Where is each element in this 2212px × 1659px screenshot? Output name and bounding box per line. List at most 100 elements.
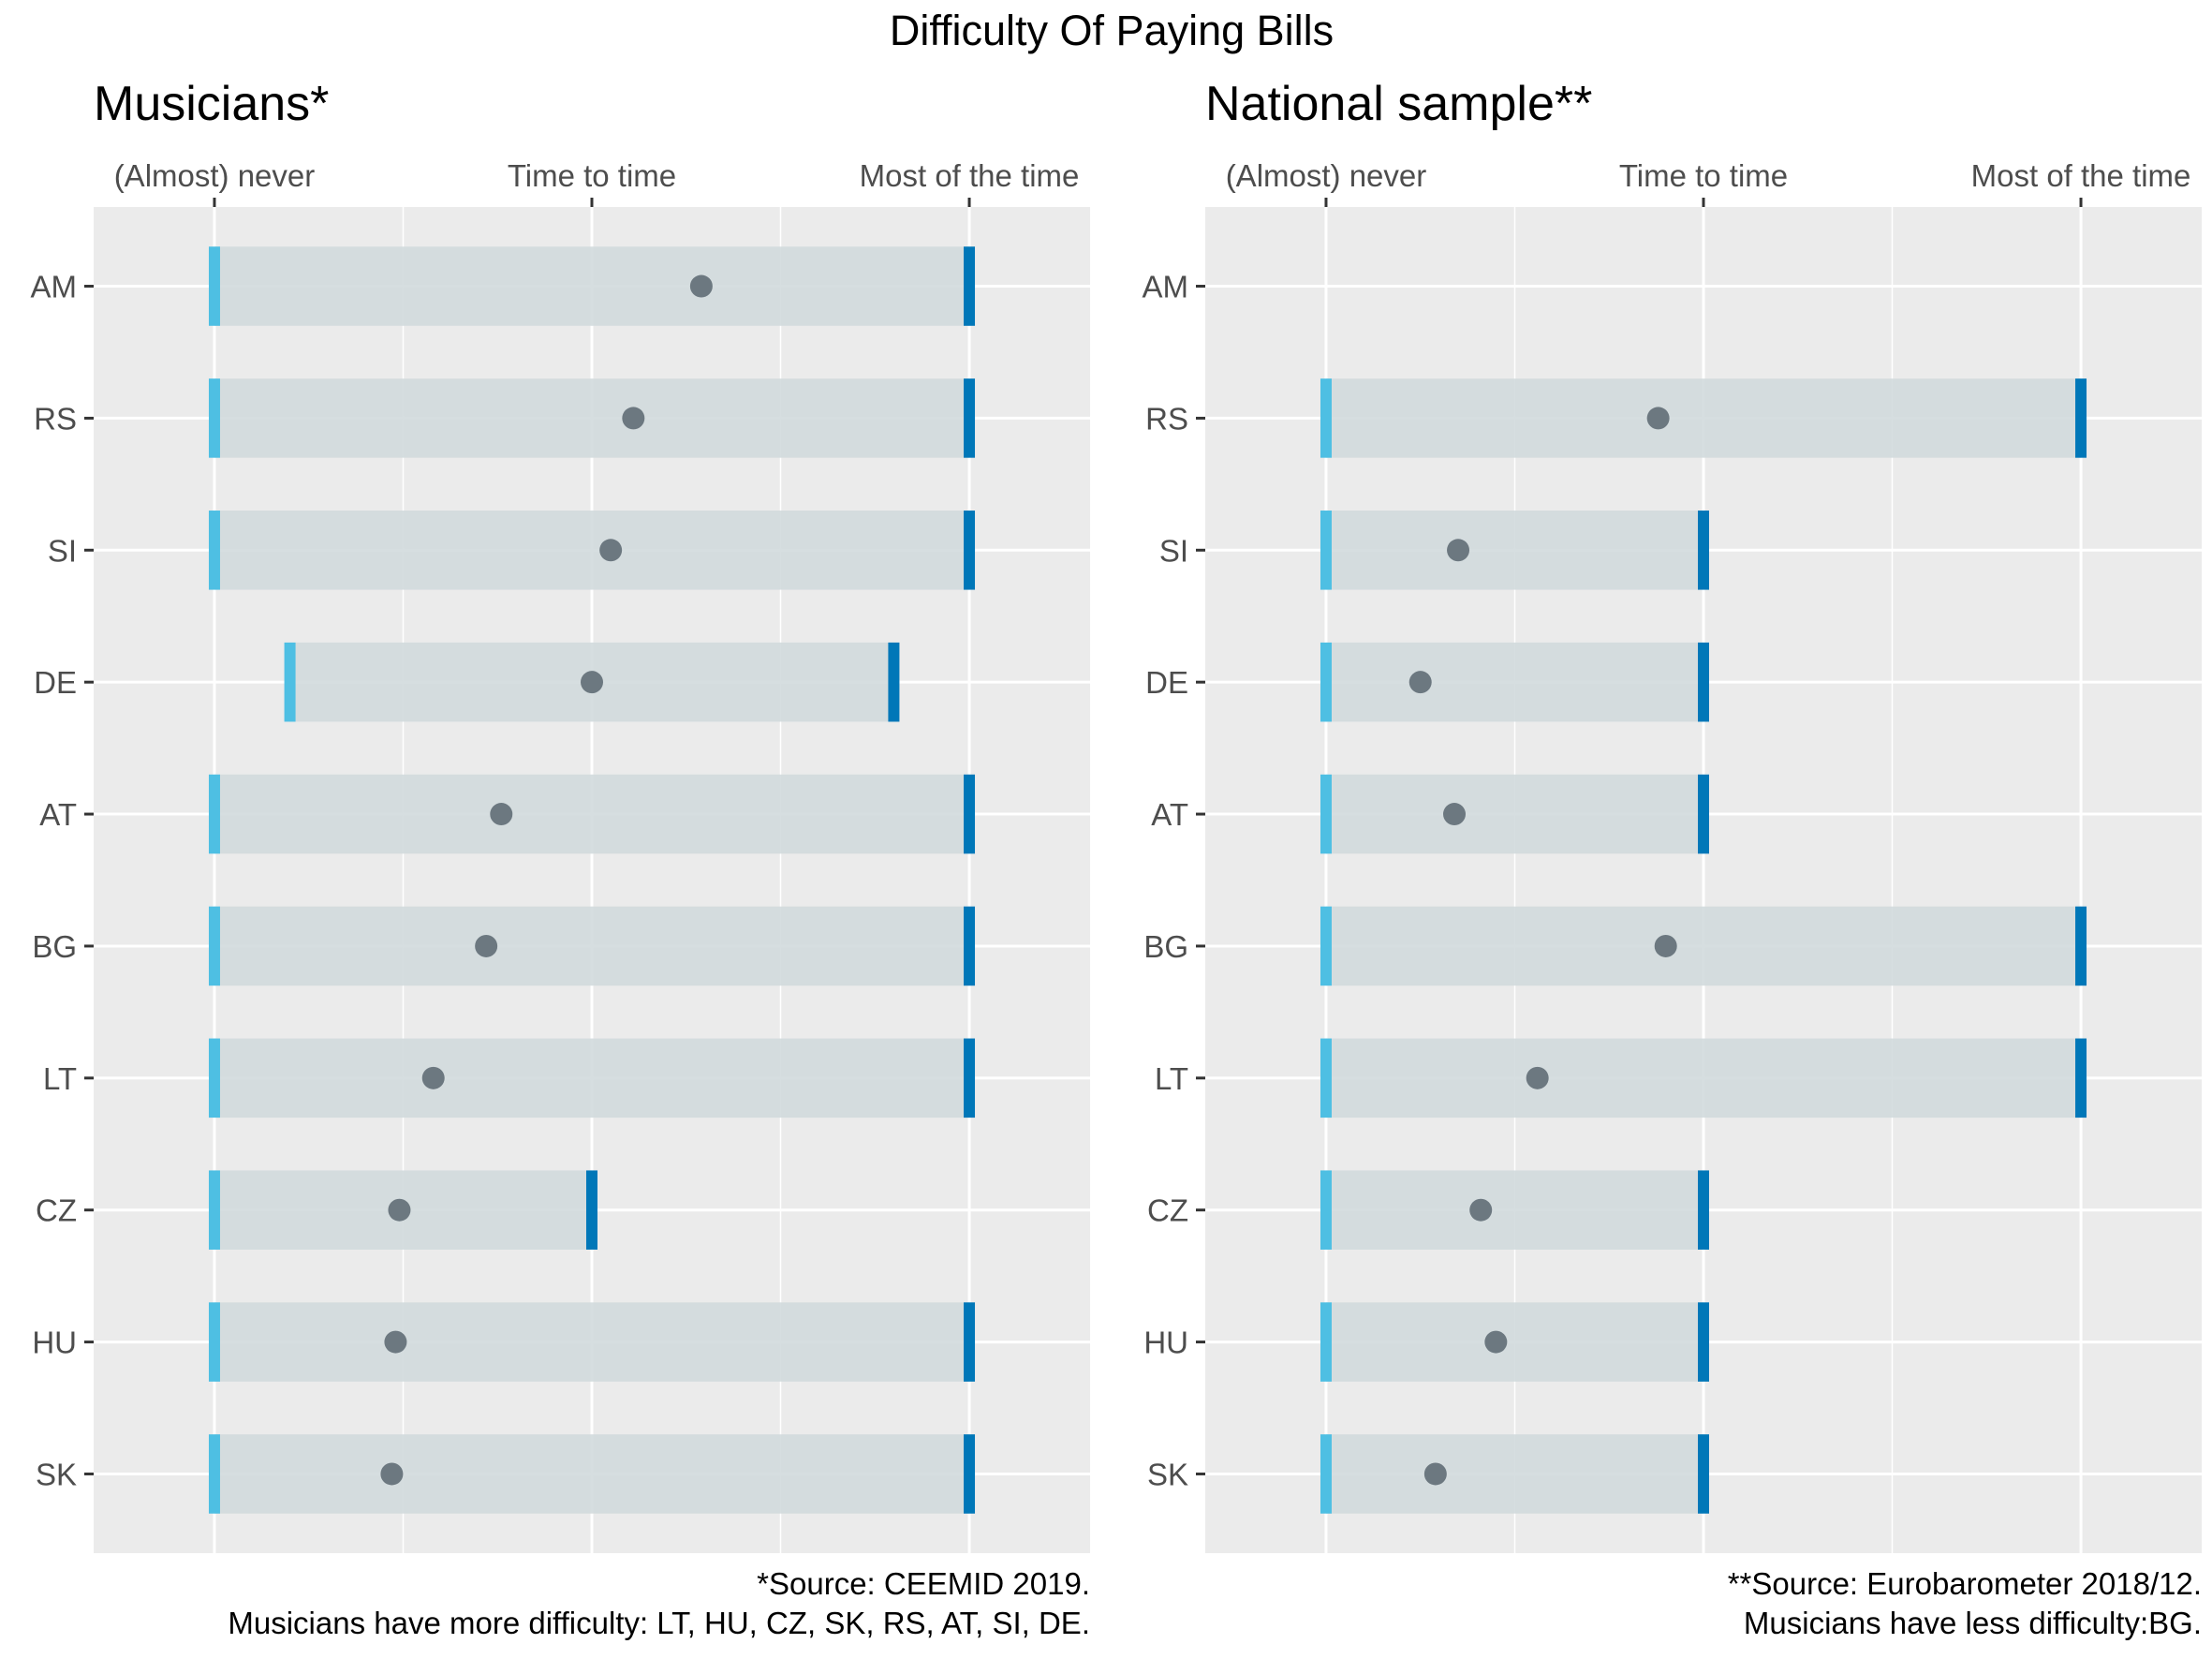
- x-tick-label: Most of the time: [1971, 158, 2191, 193]
- mean-point-CZ: [388, 1198, 411, 1222]
- mean-point-DE: [581, 671, 603, 694]
- range-high-end-BG: [964, 906, 976, 986]
- range-high-end-AT: [964, 774, 976, 854]
- caption-line: Musicians have more difficulty: LT, HU, …: [228, 1606, 1090, 1640]
- mean-point-AT: [1443, 803, 1466, 826]
- range-low-end-HU: [208, 1302, 220, 1382]
- range-low-end-DE: [284, 642, 296, 722]
- y-tick-label: SI: [48, 533, 77, 568]
- mean-point-SK: [380, 1462, 404, 1486]
- range-high-end-AM: [964, 246, 976, 326]
- y-tick-label: HU: [1143, 1326, 1188, 1360]
- y-tick-label: HU: [32, 1326, 77, 1360]
- panel-national-sample: (Almost) never Time to time Most of the ti…: [1143, 77, 2202, 1640]
- range-high-end-DE: [1698, 642, 1709, 722]
- mean-point-SK: [1423, 1462, 1447, 1486]
- range-band-AT: [214, 774, 970, 854]
- x-tick-label: Most of the time: [860, 158, 1080, 193]
- mean-point-LT: [1526, 1066, 1549, 1089]
- range-low-end-BG: [1320, 906, 1332, 986]
- range-low-end-SI: [1320, 511, 1332, 590]
- range-high-end-HU: [1698, 1302, 1709, 1382]
- range-high-end-SK: [1698, 1434, 1709, 1514]
- range-band-BG: [1325, 906, 2082, 986]
- y-tick-label: AT: [39, 797, 77, 832]
- range-low-end-AM: [208, 246, 220, 326]
- range-high-end-AT: [1698, 774, 1709, 854]
- range-band-RS: [1325, 378, 2082, 458]
- range-low-end-SK: [1320, 1434, 1332, 1514]
- range-band-SK: [1325, 1434, 1703, 1514]
- range-high-end-SI: [964, 511, 976, 590]
- mean-point-SI: [1447, 539, 1470, 562]
- range-low-end-CZ: [1320, 1170, 1332, 1250]
- y-tick-label: DE: [34, 665, 77, 700]
- mean-point-CZ: [1469, 1198, 1493, 1222]
- range-band-SK: [214, 1434, 970, 1514]
- range-high-end-BG: [2075, 906, 2087, 986]
- caption-line: **Source: Eurobarometer 2018/12.: [1728, 1566, 2202, 1601]
- range-band-AM: [214, 246, 970, 326]
- range-high-end-HU: [964, 1302, 976, 1382]
- range-band-LT: [214, 1038, 970, 1118]
- range-high-end-CZ: [1698, 1170, 1709, 1250]
- x-tick-label: (Almost) never: [1226, 158, 1427, 193]
- y-tick-label: SK: [1147, 1457, 1188, 1491]
- range-band-DE: [1325, 642, 1703, 722]
- y-tick-label: SK: [36, 1457, 77, 1491]
- y-tick-label: AT: [1151, 797, 1188, 832]
- range-low-end-LT: [208, 1038, 220, 1118]
- range-band-RS: [214, 378, 970, 458]
- chart-title: Difficulty Of Paying Bills: [890, 7, 1334, 54]
- mean-point-HU: [1484, 1330, 1508, 1354]
- range-band-SI: [1325, 511, 1703, 590]
- range-low-end-HU: [1320, 1302, 1332, 1382]
- range-low-end-RS: [1320, 378, 1332, 458]
- mean-point-RS: [622, 407, 645, 430]
- mean-point-SI: [599, 539, 623, 562]
- y-tick-label: BG: [1143, 929, 1188, 964]
- y-tick-label: RS: [34, 401, 77, 436]
- range-low-end-SI: [208, 511, 220, 590]
- mean-point-LT: [421, 1066, 445, 1089]
- range-band-HU: [214, 1302, 970, 1382]
- caption-line: *Source: CEEMID 2019.: [757, 1566, 1090, 1601]
- mean-point-AM: [689, 274, 713, 298]
- range-low-end-BG: [208, 906, 220, 986]
- range-low-end-AT: [1320, 774, 1332, 854]
- range-band-CZ: [1325, 1170, 1703, 1250]
- x-tick-label: Time to time: [1619, 158, 1788, 193]
- range-band-SI: [214, 511, 970, 590]
- panel-musicians: (Almost) never Time to time Most of the ti…: [31, 77, 1090, 1640]
- y-tick-label: SI: [1159, 533, 1188, 568]
- y-tick-label: AM: [1143, 270, 1189, 304]
- range-high-end-LT: [964, 1038, 976, 1118]
- y-tick-label: RS: [1145, 401, 1188, 436]
- range-low-end-AT: [208, 774, 220, 854]
- y-tick-label: BG: [32, 929, 77, 964]
- range-band-BG: [214, 906, 970, 986]
- range-high-end-SI: [1698, 511, 1709, 590]
- range-low-end-DE: [1320, 642, 1332, 722]
- range-band-AT: [1325, 774, 1703, 854]
- mean-point-BG: [475, 934, 498, 957]
- range-high-end-LT: [2075, 1038, 2087, 1118]
- mean-point-AT: [490, 803, 513, 826]
- panel-title: Musicians*: [94, 77, 329, 131]
- range-band-HU: [1325, 1302, 1703, 1382]
- range-high-end-DE: [888, 642, 900, 722]
- x-tick-label: (Almost) never: [114, 158, 316, 193]
- range-high-end-SK: [964, 1434, 976, 1514]
- range-low-end-SK: [208, 1434, 220, 1514]
- y-tick-label: LT: [1155, 1061, 1188, 1096]
- mean-point-RS: [1646, 407, 1670, 430]
- range-low-end-CZ: [208, 1170, 220, 1250]
- range-high-end-RS: [964, 378, 976, 458]
- y-tick-label: AM: [31, 270, 78, 304]
- mean-point-BG: [1654, 934, 1677, 957]
- y-tick-label: LT: [43, 1061, 77, 1096]
- y-tick-label: DE: [1145, 665, 1188, 700]
- caption-line: Musicians have less difficulty:BG.: [1744, 1606, 2202, 1640]
- mean-point-HU: [384, 1330, 407, 1354]
